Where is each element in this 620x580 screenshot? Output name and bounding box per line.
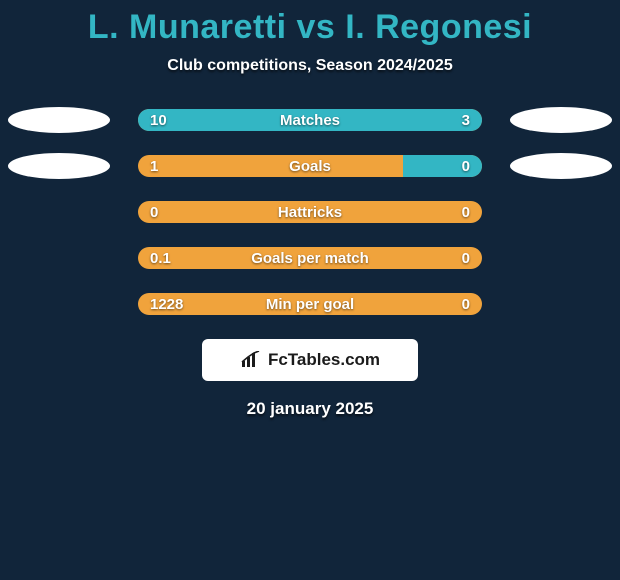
player-right-avatar xyxy=(510,153,612,179)
stat-bar: 10Goals xyxy=(138,155,482,177)
stat-bar: 1228 0Min per goal xyxy=(138,293,482,315)
stat-name-label: Hattricks xyxy=(138,201,482,223)
stat-row: 103Matches xyxy=(0,109,620,131)
content-root: L. Munaretti vs I. Regonesi Club competi… xyxy=(0,0,620,580)
page-title: L. Munaretti vs I. Regonesi xyxy=(88,8,532,47)
chart-icon xyxy=(240,351,262,369)
stat-bar: 0.1 0Goals per match xyxy=(138,247,482,269)
stat-left-value: 0 xyxy=(150,201,158,223)
stat-left-value: 1 xyxy=(150,155,158,177)
stat-bar-right-fill xyxy=(403,155,482,177)
player-left-avatar xyxy=(8,107,110,133)
source-badge-text: FcTables.com xyxy=(268,350,380,370)
stat-right-value: 0 xyxy=(462,247,470,269)
stat-left-value: 0.1 xyxy=(150,247,171,269)
stat-row: 0 0Hattricks xyxy=(0,201,620,223)
stat-bar: 0 0Hattricks xyxy=(138,201,482,223)
stat-bar-left-fill xyxy=(138,109,403,131)
player-left-avatar xyxy=(8,153,110,179)
subtitle: Club competitions, Season 2024/2025 xyxy=(167,57,452,75)
stat-name-label: Min per goal xyxy=(138,293,482,315)
source-badge[interactable]: FcTables.com xyxy=(202,339,418,381)
stat-row: 1228 0Min per goal xyxy=(0,293,620,315)
stat-right-value: 0 xyxy=(462,293,470,315)
player-right-avatar xyxy=(510,107,612,133)
stat-bar: 103Matches xyxy=(138,109,482,131)
date-label: 20 january 2025 xyxy=(247,399,374,419)
stat-left-value: 1228 xyxy=(150,293,183,315)
stat-row: 10Goals xyxy=(0,155,620,177)
stat-name-label: Goals per match xyxy=(138,247,482,269)
stats-rows: 103Matches10Goals00Hattricks0.10Goals pe… xyxy=(0,109,620,315)
stat-bar-right-fill xyxy=(403,109,482,131)
stat-row: 0.1 0Goals per match xyxy=(0,247,620,269)
stat-right-value: 0 xyxy=(462,201,470,223)
